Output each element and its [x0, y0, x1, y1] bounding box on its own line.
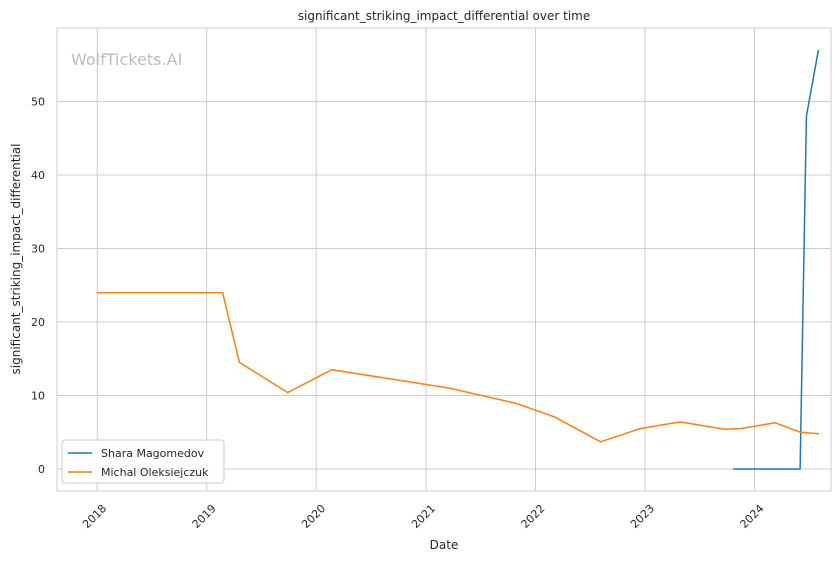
- series-lines: [96, 49, 820, 470]
- y-tick-label: 50: [31, 95, 45, 108]
- x-tick-label: 2022: [519, 502, 548, 531]
- y-axis-label: significant_striking_impact_differential: [9, 144, 23, 375]
- watermark-text: WolfTickets.AI: [71, 50, 182, 69]
- x-tick-label: 2020: [299, 502, 328, 531]
- x-tick-label: 2019: [190, 502, 219, 531]
- y-tick-label: 20: [31, 316, 45, 329]
- x-tick-label: 2024: [738, 502, 767, 531]
- y-tick-label: 30: [31, 242, 45, 255]
- x-axis-label: Date: [430, 538, 459, 552]
- series-line-0: [732, 49, 820, 470]
- legend-label-0: Shara Magomedov: [101, 447, 205, 460]
- legend-box: [61, 439, 225, 484]
- chart-title: significant_striking_impact_differential…: [298, 9, 590, 23]
- series-line-1: [96, 291, 820, 443]
- x-tick-label: 2018: [80, 502, 109, 531]
- x-tick-label: 2021: [409, 502, 438, 531]
- y-axis-ticks: 0 10 20 30 40 50: [31, 95, 45, 475]
- y-tick-label: 10: [31, 389, 45, 402]
- y-tick-label: 40: [31, 169, 45, 182]
- plot-area-background: [56, 27, 832, 492]
- grid: [57, 28, 831, 491]
- legend: Shara Magomedov Michal Oleksiejczuk: [61, 439, 225, 484]
- y-tick-label: 0: [38, 463, 45, 476]
- x-tick-label: 2023: [628, 502, 657, 531]
- legend-label-1: Michal Oleksiejczuk: [101, 466, 209, 479]
- x-axis-ticks: 2018 2019 2020 2021 2022 2023 2024: [80, 502, 766, 531]
